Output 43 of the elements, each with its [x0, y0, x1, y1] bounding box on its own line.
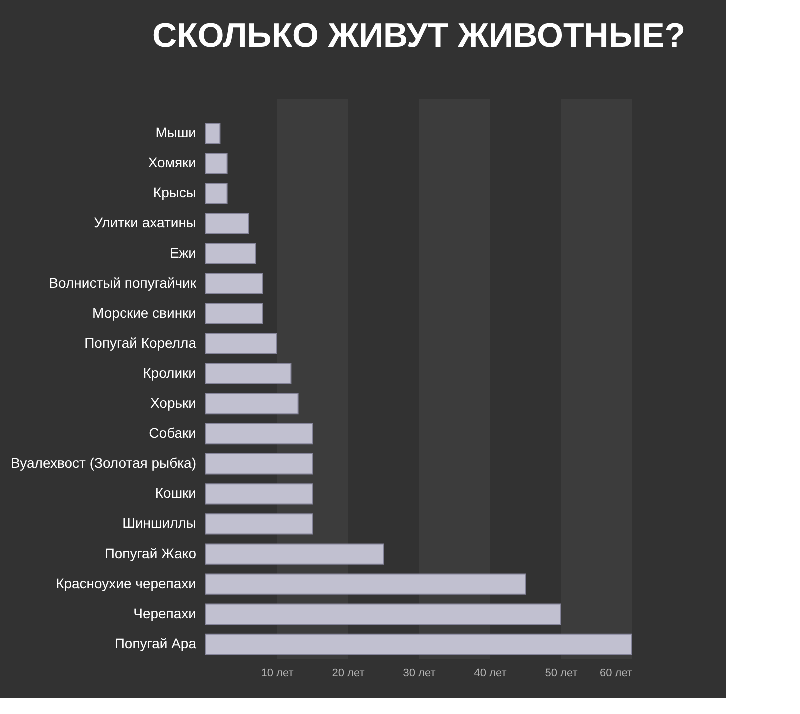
- x-tick-label: 10 лет: [261, 668, 294, 680]
- y-tick-label: Морские свинки: [92, 304, 196, 321]
- y-tick-label: Попугай Корелла: [84, 334, 197, 351]
- y-tick-label: Хомяки: [148, 154, 196, 171]
- bar: [206, 363, 292, 385]
- y-tick-label: Кролики: [143, 364, 196, 381]
- bar: [206, 183, 228, 204]
- bar: [206, 393, 299, 415]
- bar: [206, 454, 313, 475]
- x-tick-label: 60 лет: [600, 668, 632, 680]
- y-tick-label: Улитки ахатины: [94, 214, 196, 231]
- chart-title: СКОЛЬКО ЖИВУТ ЖИВОТНЫЕ?: [152, 17, 686, 55]
- bar: [206, 213, 250, 234]
- y-tick-label: Вуалехвост (Золотая рыбка): [11, 455, 196, 472]
- bar: [206, 123, 221, 144]
- bar: [206, 514, 313, 535]
- y-tick-label: Шиншиллы: [122, 515, 196, 532]
- y-tick-label: Ежи: [170, 244, 196, 261]
- y-tick-label: Крысы: [153, 184, 196, 201]
- bar: [206, 273, 264, 294]
- x-tick-label: 20 лет: [332, 668, 365, 680]
- y-tick-label: Черепахи: [134, 605, 196, 622]
- bar: [206, 604, 562, 625]
- bar: [206, 424, 313, 445]
- y-tick-label: Кошки: [155, 485, 196, 502]
- y-tick-label: Волнистый попугайчик: [49, 274, 198, 291]
- bar: [206, 243, 256, 264]
- bar: [206, 574, 526, 595]
- y-tick-label: Красноухие черепахи: [56, 575, 196, 592]
- bar: [206, 544, 384, 565]
- bar: [206, 484, 313, 505]
- y-tick-label: Попугай Ара: [114, 635, 197, 652]
- x-tick-label: 50 лет: [545, 668, 578, 680]
- x-tick-label: 40 лет: [474, 668, 507, 680]
- bar: [206, 303, 264, 324]
- bar: [206, 634, 632, 655]
- x-tick-label: 30 лет: [403, 668, 436, 680]
- bar: [206, 333, 278, 354]
- y-tick-label: Хорьки: [150, 395, 196, 412]
- y-tick-label: Собаки: [149, 425, 196, 442]
- y-tick-label: Попугай Жако: [104, 545, 197, 562]
- y-tick-label: Мыши: [156, 124, 196, 141]
- bar: [206, 153, 228, 174]
